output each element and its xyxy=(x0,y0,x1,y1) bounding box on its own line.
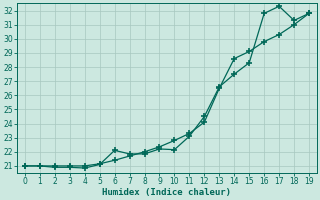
X-axis label: Humidex (Indice chaleur): Humidex (Indice chaleur) xyxy=(102,188,231,197)
